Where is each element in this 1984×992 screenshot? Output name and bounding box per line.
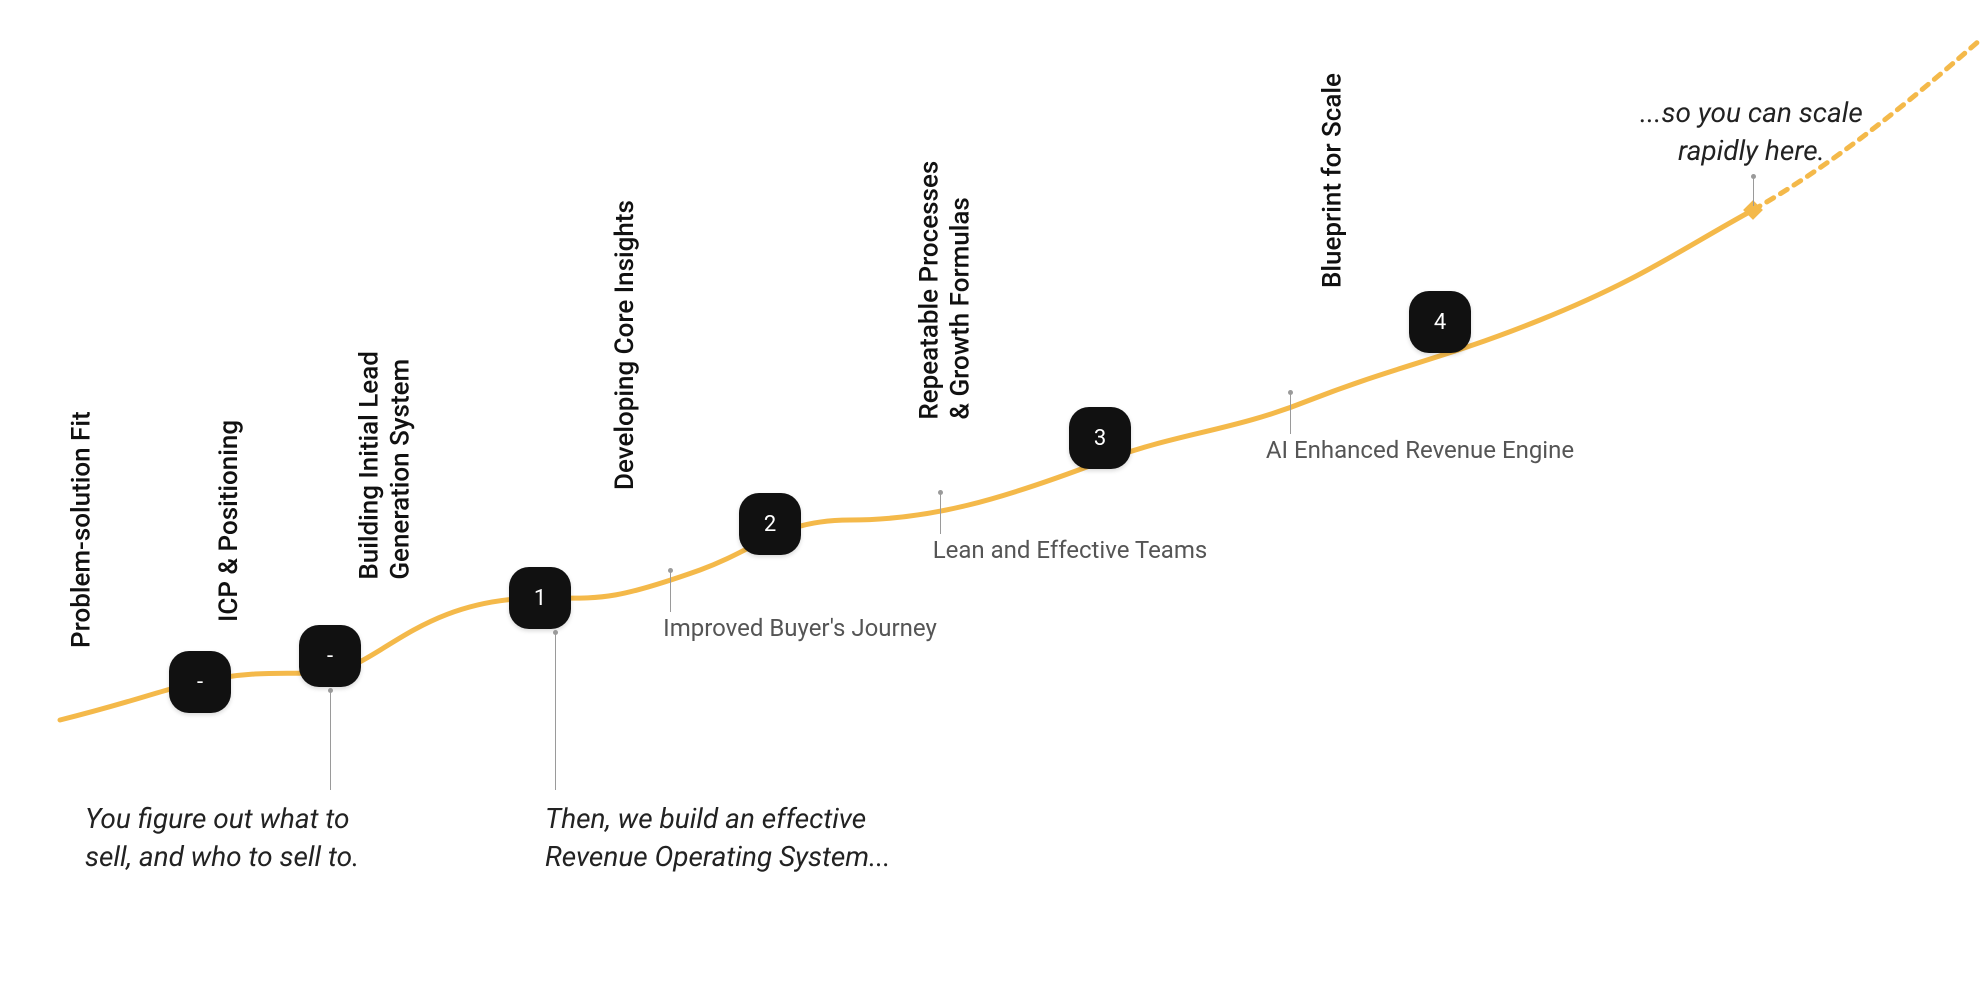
- below-label-b3: AI Enhanced Revenue Engine: [1266, 436, 1574, 464]
- caption-line: rapidly here.: [1640, 132, 1863, 170]
- stage-node-n1: -: [299, 625, 361, 687]
- stage-node-n5: 4: [1409, 291, 1471, 353]
- stage-node-label-n3: Developing Core Insights: [610, 200, 640, 490]
- caption-tick-mid: [555, 632, 556, 790]
- diagram-stage: You figure out what tosell, and who to s…: [0, 0, 1984, 992]
- caption-tick-left: [330, 690, 331, 790]
- stage-node-badge: 3: [1094, 426, 1106, 451]
- caption-line: Revenue Operating System...: [545, 838, 891, 876]
- stage-node-badge: 1: [534, 586, 546, 611]
- tick-b1: [670, 570, 671, 612]
- stage-node-badge: 2: [764, 512, 776, 537]
- below-label-b1: Improved Buyer's Journey: [663, 614, 937, 642]
- stage-node-label-n2: Building Initial LeadGeneration System: [354, 270, 415, 580]
- stage-node-n2: 1: [509, 567, 571, 629]
- caption-line: You figure out what to: [85, 800, 359, 838]
- stage-node-label-n5: Blueprint for Scale: [1318, 73, 1348, 288]
- stage-node-n3: 2: [739, 493, 801, 555]
- caption-tick-top: [1753, 176, 1754, 206]
- stage-node-label-n0: Problem-solution Fit: [67, 411, 97, 648]
- tick-b2: [940, 492, 941, 534]
- caption-top: ...so you can scalerapidly here.: [1640, 94, 1863, 170]
- stage-node-badge: -: [327, 644, 333, 669]
- stage-node-label-n1: ICP & Positioning: [214, 420, 244, 622]
- caption-line: sell, and who to sell to.: [85, 838, 359, 876]
- caption-mid: Then, we build an effectiveRevenue Opera…: [545, 800, 891, 876]
- below-label-b2: Lean and Effective Teams: [933, 536, 1208, 564]
- caption-left: You figure out what tosell, and who to s…: [85, 800, 359, 876]
- tick-b3: [1290, 392, 1291, 434]
- stage-node-badge: 4: [1434, 310, 1446, 335]
- caption-line: ...so you can scale: [1640, 94, 1863, 132]
- caption-line: Then, we build an effective: [545, 800, 891, 838]
- stage-node-n0: -: [169, 651, 231, 713]
- stage-node-n4: 3: [1069, 407, 1131, 469]
- stage-node-badge: -: [197, 670, 203, 695]
- stage-node-label-n4: Repeatable Processes& Growth Formulas: [914, 110, 975, 420]
